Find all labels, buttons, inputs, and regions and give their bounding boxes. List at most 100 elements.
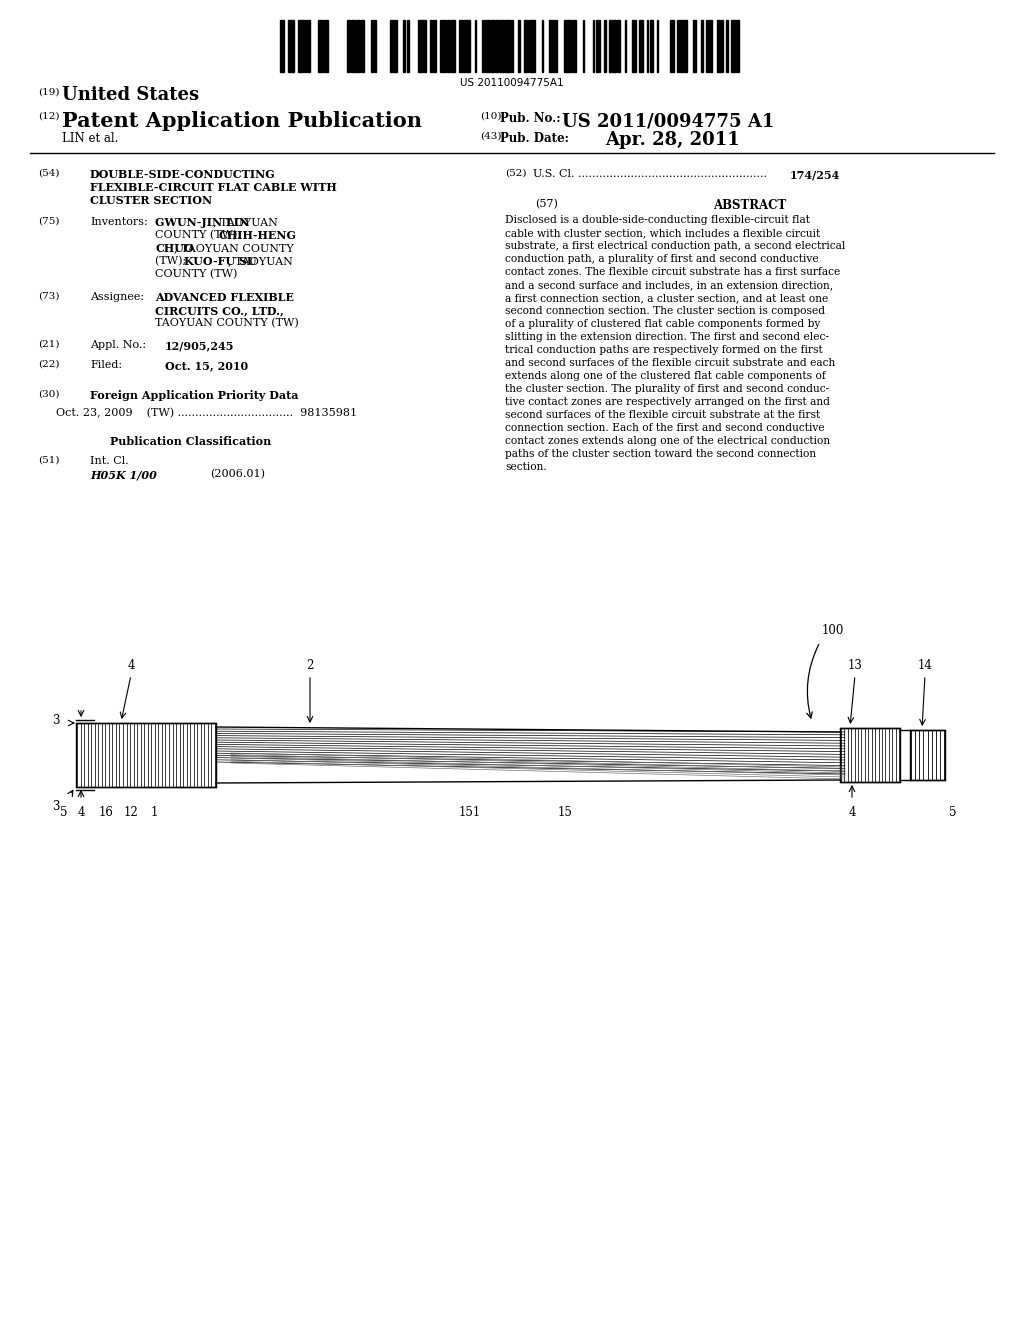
Text: Pub. No.:: Pub. No.: xyxy=(500,112,560,125)
Text: contact zones. The flexible circuit substrate has a first surface: contact zones. The flexible circuit subs… xyxy=(505,267,841,277)
Bar xyxy=(684,20,686,73)
Text: ABSTRACT: ABSTRACT xyxy=(714,199,786,213)
Bar xyxy=(679,20,683,73)
Bar xyxy=(717,20,721,73)
Text: contact zones extends along one of the electrical conduction: contact zones extends along one of the e… xyxy=(505,436,830,446)
Text: Patent Application Publication: Patent Application Publication xyxy=(62,111,422,131)
Bar xyxy=(574,20,575,73)
Text: and a second surface and includes, in an extension direction,: and a second surface and includes, in an… xyxy=(505,280,834,290)
Text: (TW);: (TW); xyxy=(155,256,189,267)
Text: (75): (75) xyxy=(38,216,59,226)
Text: Int. Cl.: Int. Cl. xyxy=(90,455,129,466)
Bar xyxy=(357,20,360,73)
Bar xyxy=(407,20,409,73)
Text: and second surfaces of the flexible circuit substrate and each: and second surfaces of the flexible circ… xyxy=(505,358,836,368)
Bar xyxy=(430,20,432,73)
Bar xyxy=(424,20,426,73)
Text: Appl. No.:: Appl. No.: xyxy=(90,341,146,350)
Bar xyxy=(395,20,397,73)
Bar xyxy=(564,20,568,73)
Text: 2: 2 xyxy=(306,659,313,672)
Text: 15: 15 xyxy=(557,807,572,818)
Bar xyxy=(604,20,606,73)
Bar xyxy=(464,20,468,73)
Text: of a plurality of clustered flat cable components formed by: of a plurality of clustered flat cable c… xyxy=(505,319,820,329)
Text: (51): (51) xyxy=(38,455,59,465)
Bar xyxy=(403,20,406,73)
Text: 14: 14 xyxy=(918,659,933,672)
Text: slitting in the extension direction. The first and second elec-: slitting in the extension direction. The… xyxy=(505,333,829,342)
Bar xyxy=(304,20,306,73)
Text: US 2011/0094775 A1: US 2011/0094775 A1 xyxy=(562,112,774,129)
Text: KUO-FU SU: KUO-FU SU xyxy=(184,256,257,267)
Text: tive contact zones are respectively arranged on the first and: tive contact zones are respectively arra… xyxy=(505,397,830,407)
Text: Oct. 23, 2009    (TW) .................................  98135981: Oct. 23, 2009 (TW) .....................… xyxy=(56,408,357,418)
Text: 3: 3 xyxy=(52,800,60,813)
Text: DOUBLE-SIDE-CONDUCTING: DOUBLE-SIDE-CONDUCTING xyxy=(90,169,275,180)
Text: US 20110094775A1: US 20110094775A1 xyxy=(460,78,564,88)
Bar xyxy=(505,20,508,73)
Bar xyxy=(596,20,598,73)
Bar xyxy=(307,20,310,73)
Text: 3: 3 xyxy=(52,714,60,727)
Text: a first connection section, a cluster section, and at least one: a first connection section, a cluster se… xyxy=(505,293,828,304)
Text: (2006.01): (2006.01) xyxy=(210,469,265,479)
Text: 151: 151 xyxy=(459,807,481,818)
Text: Disclosed is a double-side-conducting flexible-circuit flat: Disclosed is a double-side-conducting fl… xyxy=(505,215,810,224)
Bar xyxy=(495,20,498,73)
Text: 16: 16 xyxy=(98,807,114,818)
Bar xyxy=(447,20,449,73)
Bar xyxy=(612,20,616,73)
Bar xyxy=(76,723,216,787)
Bar xyxy=(549,20,553,73)
Bar xyxy=(355,20,357,73)
Text: 100: 100 xyxy=(822,624,845,638)
Bar xyxy=(840,729,900,781)
Text: 4: 4 xyxy=(848,807,856,818)
Text: Foreign Application Priority Data: Foreign Application Priority Data xyxy=(90,389,299,401)
Bar xyxy=(736,20,739,73)
Bar xyxy=(418,20,421,73)
Text: connection section. Each of the first and second conductive: connection section. Each of the first an… xyxy=(505,422,824,433)
Text: paths of the cluster section toward the second connection: paths of the cluster section toward the … xyxy=(505,449,816,459)
Bar xyxy=(486,20,490,73)
Text: COUNTY (TW);: COUNTY (TW); xyxy=(155,230,245,240)
Bar xyxy=(280,20,284,73)
Bar xyxy=(325,20,328,73)
Text: Inventors:: Inventors: xyxy=(90,216,147,227)
Text: 4: 4 xyxy=(127,659,135,672)
Text: CLUSTER SECTION: CLUSTER SECTION xyxy=(90,195,212,206)
Bar xyxy=(518,20,520,73)
Text: Publication Classification: Publication Classification xyxy=(110,436,271,447)
Text: (21): (21) xyxy=(38,341,59,348)
Text: second connection section. The cluster section is composed: second connection section. The cluster s… xyxy=(505,306,825,315)
Bar xyxy=(351,20,354,73)
Bar xyxy=(508,20,511,73)
Bar xyxy=(524,20,527,73)
Bar xyxy=(289,20,293,73)
Bar xyxy=(390,20,392,73)
Text: (73): (73) xyxy=(38,292,59,301)
Text: (22): (22) xyxy=(38,360,59,370)
Text: TAOYUAN COUNTY (TW): TAOYUAN COUNTY (TW) xyxy=(155,318,299,329)
Text: 12/905,245: 12/905,245 xyxy=(165,341,234,351)
Bar xyxy=(347,20,349,73)
Bar xyxy=(651,20,653,73)
Text: , TAOYUAN: , TAOYUAN xyxy=(213,216,279,227)
Bar xyxy=(639,20,643,73)
Text: 12: 12 xyxy=(124,807,138,818)
Text: 4: 4 xyxy=(77,807,85,818)
Bar xyxy=(693,20,696,73)
Text: (57): (57) xyxy=(535,199,558,210)
Text: (43): (43) xyxy=(480,132,502,141)
Text: trical conduction paths are respectively formed on the first: trical conduction paths are respectively… xyxy=(505,345,822,355)
Text: ADVANCED FLEXIBLE: ADVANCED FLEXIBLE xyxy=(155,292,294,304)
Text: Apr. 28, 2011: Apr. 28, 2011 xyxy=(605,131,739,149)
Bar xyxy=(433,20,436,73)
Text: (54): (54) xyxy=(38,169,59,178)
Bar xyxy=(468,20,470,73)
Bar xyxy=(361,20,364,73)
Text: 5: 5 xyxy=(949,807,956,818)
Text: Filed:: Filed: xyxy=(90,360,122,370)
Text: section.: section. xyxy=(505,462,547,473)
